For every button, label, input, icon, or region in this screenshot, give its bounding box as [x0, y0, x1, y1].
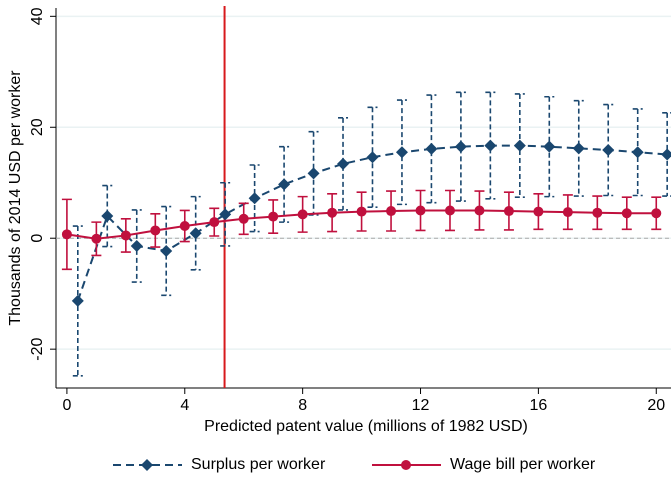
marker	[160, 244, 173, 257]
marker	[454, 140, 467, 153]
marker	[209, 217, 220, 228]
legend-label: Surplus per worker	[191, 456, 326, 473]
marker	[543, 140, 556, 153]
marker	[101, 210, 114, 223]
marker	[150, 225, 161, 236]
marker	[631, 146, 644, 159]
y-tick-label: 0	[29, 234, 46, 243]
marker	[572, 142, 585, 155]
marker	[219, 208, 232, 221]
marker	[503, 206, 514, 217]
y-tick-label: 20	[29, 118, 46, 136]
marker	[297, 209, 308, 220]
x-axis-label: Predicted patent value (millions of 1982…	[204, 418, 528, 435]
marker	[366, 151, 379, 164]
marker	[444, 205, 455, 216]
marker	[602, 144, 615, 157]
marker	[484, 139, 497, 152]
marker	[415, 205, 426, 216]
x-tick-label: 16	[529, 397, 547, 414]
y-axis-label: Thousands of 2014 USD per worker	[7, 70, 24, 326]
marker	[651, 208, 662, 219]
x-tick-label: 20	[647, 397, 665, 414]
error-bar	[220, 181, 231, 247]
marker	[71, 294, 84, 307]
marker	[621, 208, 632, 219]
marker	[120, 230, 131, 241]
error-bar	[485, 91, 496, 200]
x-tick-label: 4	[180, 397, 189, 414]
x-tick-label: 0	[62, 397, 71, 414]
marker	[268, 211, 279, 222]
marker	[661, 148, 671, 161]
error-bar	[573, 99, 584, 197]
marker	[248, 192, 261, 205]
marker	[179, 221, 190, 232]
marker	[386, 206, 397, 217]
marker	[356, 206, 367, 217]
error-bar	[102, 184, 113, 248]
y-tick-label: -20	[29, 338, 46, 361]
marker	[327, 207, 338, 218]
marker	[562, 207, 573, 218]
marker	[307, 167, 320, 180]
marker	[278, 178, 291, 191]
series-line	[76, 144, 668, 302]
marker	[61, 229, 72, 240]
error-bar	[426, 94, 437, 204]
marker	[337, 157, 350, 170]
marker	[533, 206, 544, 217]
marker	[189, 227, 202, 240]
x-tick-label: 12	[412, 397, 430, 414]
error-bar	[279, 145, 290, 223]
y-tick-label: 40	[29, 7, 46, 25]
marker	[592, 207, 603, 218]
marker	[141, 459, 153, 471]
legend-label: Wage bill per worker	[450, 456, 596, 473]
marker	[91, 233, 102, 244]
marker	[395, 146, 408, 159]
marker	[401, 460, 411, 470]
marker	[474, 205, 485, 216]
marker	[513, 139, 526, 152]
series	[71, 91, 671, 377]
marker	[425, 142, 438, 155]
error-bar	[338, 117, 349, 211]
x-tick-label: 8	[298, 397, 307, 414]
error-bar	[603, 103, 614, 197]
series	[61, 189, 662, 271]
error-bar	[455, 91, 466, 202]
marker	[130, 239, 143, 252]
marker	[238, 213, 249, 224]
